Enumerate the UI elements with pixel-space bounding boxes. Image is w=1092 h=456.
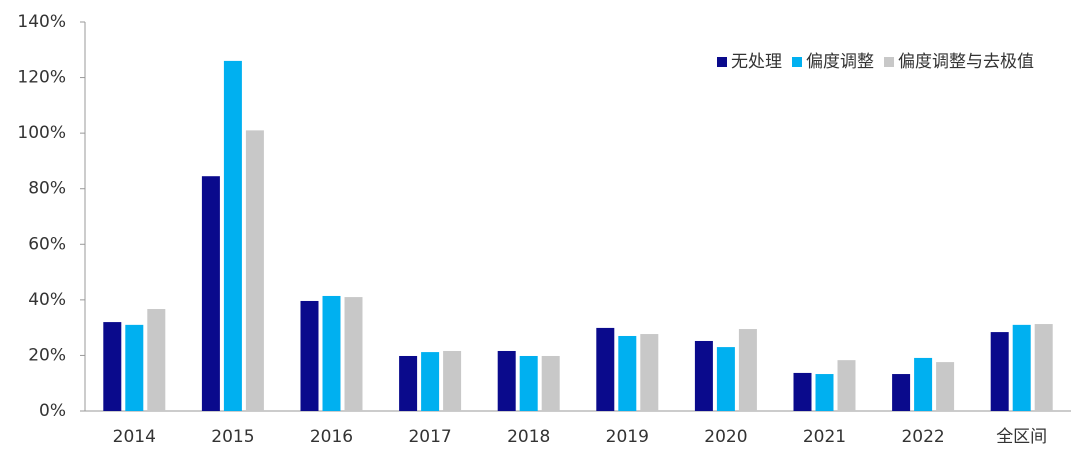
x-tick-label: 2019 — [606, 427, 649, 447]
legend-swatch — [792, 57, 802, 67]
bar — [618, 335, 637, 411]
bar — [1034, 324, 1053, 411]
y-tick-label: 80% — [28, 179, 66, 199]
bar — [793, 372, 812, 411]
y-tick-label: 40% — [28, 290, 66, 310]
bar — [694, 340, 713, 411]
x-tick-label: 2016 — [310, 427, 353, 447]
bar — [640, 334, 659, 411]
x-tick-label: 2015 — [211, 427, 254, 447]
bar — [147, 309, 166, 411]
bar — [344, 297, 363, 411]
x-tick-label: 2014 — [113, 427, 156, 447]
bar — [125, 324, 144, 411]
y-tick-label: 60% — [28, 234, 66, 254]
bar — [322, 295, 341, 411]
x-tick-label: 2017 — [408, 427, 451, 447]
bar — [103, 322, 122, 411]
bar — [245, 130, 264, 411]
bar — [936, 362, 955, 411]
bar — [443, 350, 462, 411]
legend-swatch — [717, 57, 727, 67]
legend-label: 无处理 — [731, 52, 782, 72]
legend-swatch — [884, 57, 894, 67]
y-tick-label: 120% — [17, 68, 66, 88]
bar — [541, 355, 560, 411]
x-tick-label: 全区间 — [996, 427, 1047, 447]
bar — [837, 360, 856, 411]
bar — [815, 374, 834, 411]
bar — [1012, 324, 1031, 411]
bar — [399, 355, 418, 411]
y-tick-label: 0% — [39, 401, 66, 421]
bar — [519, 355, 538, 411]
x-tick-label: 2021 — [803, 427, 846, 447]
bar — [990, 332, 1009, 411]
bar — [421, 352, 440, 411]
x-tick-label: 2022 — [901, 427, 944, 447]
bar — [497, 350, 516, 411]
legend-label: 偏度调整 — [806, 52, 874, 72]
y-tick-label: 20% — [28, 345, 66, 365]
bar — [738, 329, 757, 411]
bar — [596, 327, 615, 411]
bar — [300, 300, 319, 411]
y-tick-label: 100% — [17, 123, 66, 143]
x-tick-label: 2018 — [507, 427, 550, 447]
x-tick-label: 2020 — [704, 427, 747, 447]
bar — [914, 357, 933, 411]
bar — [223, 60, 242, 412]
bar — [201, 176, 220, 411]
bar — [892, 374, 911, 411]
bar — [716, 347, 735, 411]
legend-label: 偏度调整与去极值 — [898, 52, 1034, 72]
y-tick-label: 140% — [17, 12, 66, 32]
